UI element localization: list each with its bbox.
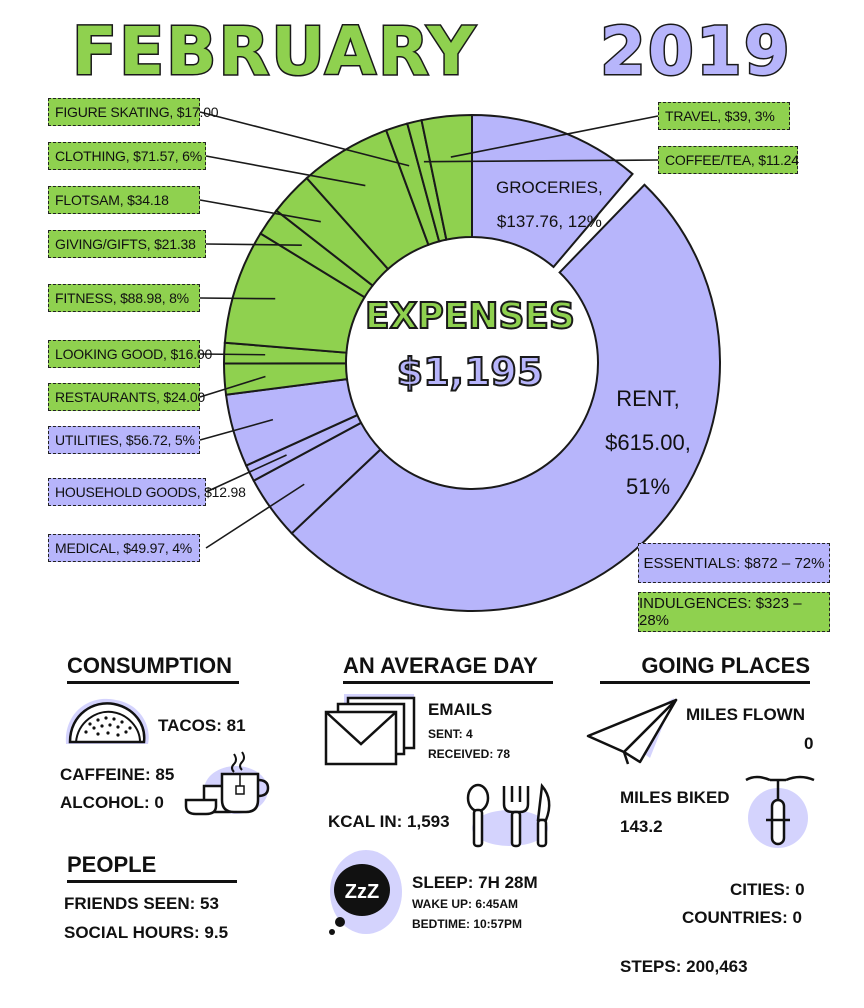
social-hours-stat: SOCIAL HOURS: 9.5 bbox=[64, 923, 229, 942]
chart-center-title: EXPENSES bbox=[364, 295, 576, 338]
groceries-inline-line1: GROCERIES, bbox=[496, 178, 603, 197]
label-figure-skating: FIGURE SKATING, $17.00 bbox=[48, 98, 219, 126]
rent-inline-label: RENT, $615.00, 51% bbox=[598, 386, 698, 500]
coffee-cups-icon bbox=[184, 751, 270, 816]
label-utilities: UTILITIES, $56.72, 5% bbox=[48, 426, 200, 454]
leader-line-figure-skating bbox=[199, 111, 410, 167]
cities-stat: CITIES: 0 bbox=[730, 880, 805, 899]
emails-received-stat: RECEIVED: 78 bbox=[428, 747, 511, 761]
page-title: FEBRUARY 2019 bbox=[71, 12, 792, 92]
alcohol-stat: ALCOHOL: 0 bbox=[60, 793, 164, 812]
label-coffee-tea: COFFEE/TEA, $11.24 bbox=[658, 146, 799, 174]
tacos-stat: TACOS: 81 bbox=[158, 716, 246, 735]
leader-line-medical bbox=[205, 483, 305, 549]
leader-line-flotsam bbox=[199, 199, 321, 223]
leader-line-looking-good bbox=[199, 353, 266, 356]
title-month: FEBRUARY bbox=[72, 13, 477, 90]
label-household-goods: HOUSEHOLD GOODS, $12.98 bbox=[48, 478, 246, 506]
label-fitness: FITNESS, $88.98, 8% bbox=[48, 284, 200, 312]
leader-line-clothing bbox=[205, 155, 366, 187]
taco-icon bbox=[65, 698, 149, 744]
label-travel: TRAVEL, $39, 3% bbox=[658, 102, 790, 130]
bicycle-icon bbox=[745, 775, 815, 848]
emails-label: EMAILS bbox=[428, 700, 493, 719]
caffeine-stat: CAFFEINE: 85 bbox=[60, 765, 175, 784]
chart-center-total: $1,195 bbox=[396, 349, 545, 395]
leader-line-fitness bbox=[199, 297, 276, 300]
miles-biked-value: 143.2 bbox=[620, 817, 663, 836]
average-day-heading: AN AVERAGE DAY bbox=[343, 653, 553, 684]
leader-line-restaurants bbox=[199, 375, 266, 398]
donut-slice-rent bbox=[290, 183, 721, 612]
utensils-icon bbox=[466, 783, 551, 848]
sleep-bubble-icon: ZzZ bbox=[329, 850, 402, 935]
consumption-heading: CONSUMPTION bbox=[67, 653, 239, 684]
groceries-inline-label: GROCERIES, $137.76, 12% bbox=[496, 178, 603, 232]
label-giving-gifts: GIVING/GIFTS, $21.38 bbox=[48, 230, 206, 258]
leader-line-travel bbox=[450, 115, 659, 158]
paper-plane-icon bbox=[586, 698, 678, 765]
miles-flown-label: MILES FLOWN bbox=[686, 705, 805, 724]
rent-inline-line1: RENT, bbox=[616, 386, 680, 411]
miles-flown-value: 0 bbox=[804, 734, 814, 753]
indulgences-summary: INDULGENCES: $323 – 28% bbox=[638, 592, 830, 632]
emails-sent-stat: SENT: 4 bbox=[428, 727, 473, 741]
label-clothing: CLOTHING, $71.57, 6% bbox=[48, 142, 206, 170]
bedtime-stat: BEDTIME: 10:57PM bbox=[412, 917, 523, 931]
leader-line-utilities bbox=[199, 418, 274, 441]
sleep-stat: SLEEP: 7H 28M bbox=[412, 873, 538, 892]
kcal-stat: KCAL IN: 1,593 bbox=[328, 812, 450, 831]
expenses-donut-chart bbox=[199, 111, 721, 612]
leader-line-coffee-tea bbox=[423, 159, 659, 163]
people-heading: PEOPLE bbox=[67, 852, 237, 883]
label-looking-good: LOOKING GOOD, $16.00 bbox=[48, 340, 212, 368]
essentials-summary: ESSENTIALS: $872 – 72% bbox=[638, 543, 830, 583]
donut-slice-travel bbox=[420, 113, 473, 241]
countries-stat: COUNTRIES: 0 bbox=[682, 908, 802, 927]
envelopes-icon bbox=[324, 694, 416, 766]
rent-inline-line2: $615.00, bbox=[605, 430, 691, 455]
rent-inline-line3: 51% bbox=[625, 474, 671, 499]
leader-line-household-goods bbox=[205, 454, 287, 493]
label-flotsam: FLOTSAM, $34.18 bbox=[48, 186, 200, 214]
donut-slice-groceries bbox=[471, 113, 634, 269]
groceries-inline-line2: $137.76, 12% bbox=[496, 212, 602, 231]
friends-seen-stat: FRIENDS SEEN: 53 bbox=[64, 894, 219, 913]
label-medical: MEDICAL, $49.97, 4% bbox=[48, 534, 200, 562]
miles-biked-label: MILES BIKED bbox=[620, 788, 730, 807]
zzz-text: ZzZ bbox=[345, 881, 379, 903]
title-year: 2019 bbox=[600, 13, 792, 90]
going-places-heading: GOING PLACES bbox=[600, 653, 810, 684]
steps-stat: STEPS: 200,463 bbox=[620, 957, 748, 976]
wake-up-stat: WAKE UP: 6:45AM bbox=[412, 897, 519, 911]
label-restaurants: RESTAURANTS, $24.00 bbox=[48, 383, 205, 411]
leader-line-giving-gifts bbox=[205, 243, 302, 246]
